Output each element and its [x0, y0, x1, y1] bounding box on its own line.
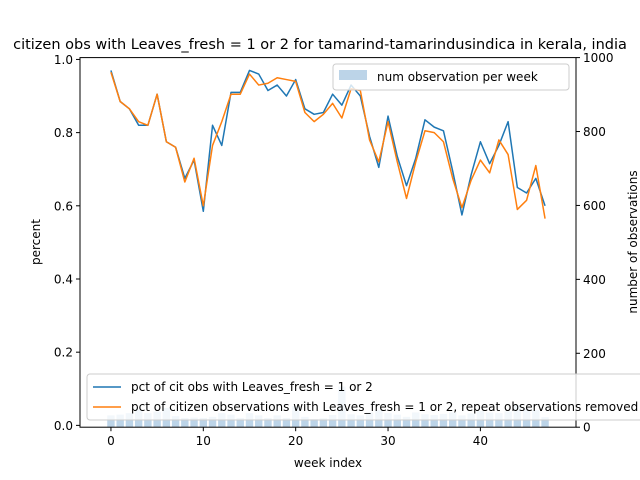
plot-frame — [79, 57, 577, 428]
x-axis-label: week index — [294, 456, 362, 470]
legend-upper-right: num observation per week — [332, 63, 570, 91]
y-axis: 0.0 0.2 0.4 0.6 0.8 1.0 — [54, 53, 80, 433]
bar-week-7 — [171, 416, 180, 428]
y2-tick-label: 200 — [583, 347, 606, 361]
bar-week-16 — [255, 415, 263, 428]
legend-lower-frame — [86, 373, 640, 421]
bar-week-34 — [421, 414, 429, 428]
x-tick-label: 30 — [380, 434, 395, 448]
x-tick-label: 40 — [473, 434, 488, 448]
bar-week-24 — [328, 415, 337, 428]
bar-week-10 — [199, 417, 208, 428]
bar-week-22 — [310, 419, 318, 428]
bar-week-18 — [273, 415, 281, 428]
line-series-1 — [110, 69, 546, 216]
x-axis: 0 10 20 30 40 — [107, 427, 488, 448]
y-axis-label: percent — [29, 219, 43, 265]
legend-label-bars: num observation per week — [377, 70, 538, 84]
legend-swatch-bars — [339, 70, 367, 80]
bar-week-8 — [181, 417, 189, 428]
y2-tick-label: 0 — [583, 421, 591, 435]
legend-label-series-2: pct of citizen observations with Leaves_… — [131, 400, 638, 414]
bar-week-11 — [208, 416, 217, 428]
y2-tick-label: 400 — [583, 273, 606, 287]
y-tick-label: 0.2 — [54, 346, 73, 360]
bar-week-47 — [541, 417, 549, 428]
bar-week-36 — [439, 413, 448, 428]
bar-week-31 — [393, 414, 401, 428]
secondary-y-axis-label: number of observations — [626, 170, 640, 313]
y-tick-label: 1.0 — [54, 53, 73, 67]
x-tick-label: 20 — [288, 434, 303, 448]
legend-lower-left: pct of cit obs with Leaves_fresh = 1 or … — [86, 373, 640, 421]
bar-week-19 — [282, 417, 291, 428]
chart-title: citizen obs with Leaves_fresh = 1 or 2 f… — [13, 37, 627, 53]
bar-week-32 — [402, 416, 411, 428]
y-tick-label: 0.6 — [54, 199, 73, 213]
bar-week-38 — [458, 415, 466, 428]
y-tick-label: 0.4 — [54, 272, 73, 286]
bar-week-17 — [264, 417, 272, 428]
bar-week-21 — [301, 416, 309, 428]
bar-week-1 — [116, 414, 124, 428]
bar-week-9 — [190, 417, 198, 428]
bar-week-27 — [356, 415, 365, 428]
bar-week-23 — [319, 418, 328, 428]
y2-tick-label: 800 — [583, 125, 606, 139]
legend-upper-frame — [332, 63, 570, 91]
x-tick-label: 10 — [196, 434, 211, 448]
y-tick-label: 0.0 — [54, 419, 73, 433]
legend-label-series-1: pct of cit obs with Leaves_fresh = 1 or … — [131, 380, 373, 394]
y-tick-label: 0.8 — [54, 126, 73, 140]
bar-week-14 — [236, 417, 244, 428]
bar-week-26 — [347, 414, 355, 428]
line-series-2 — [110, 72, 546, 219]
y2-tick-label: 600 — [583, 199, 606, 213]
bar-week-13 — [227, 414, 235, 428]
bar-week-0 — [107, 415, 115, 428]
y2-tick-label: 1000 — [583, 51, 614, 65]
bar-week-35 — [430, 415, 438, 428]
x-tick-label: 0 — [107, 434, 115, 448]
secondary-y-axis: 0 200 400 600 800 1000 — [576, 51, 614, 435]
line-series — [110, 69, 546, 219]
